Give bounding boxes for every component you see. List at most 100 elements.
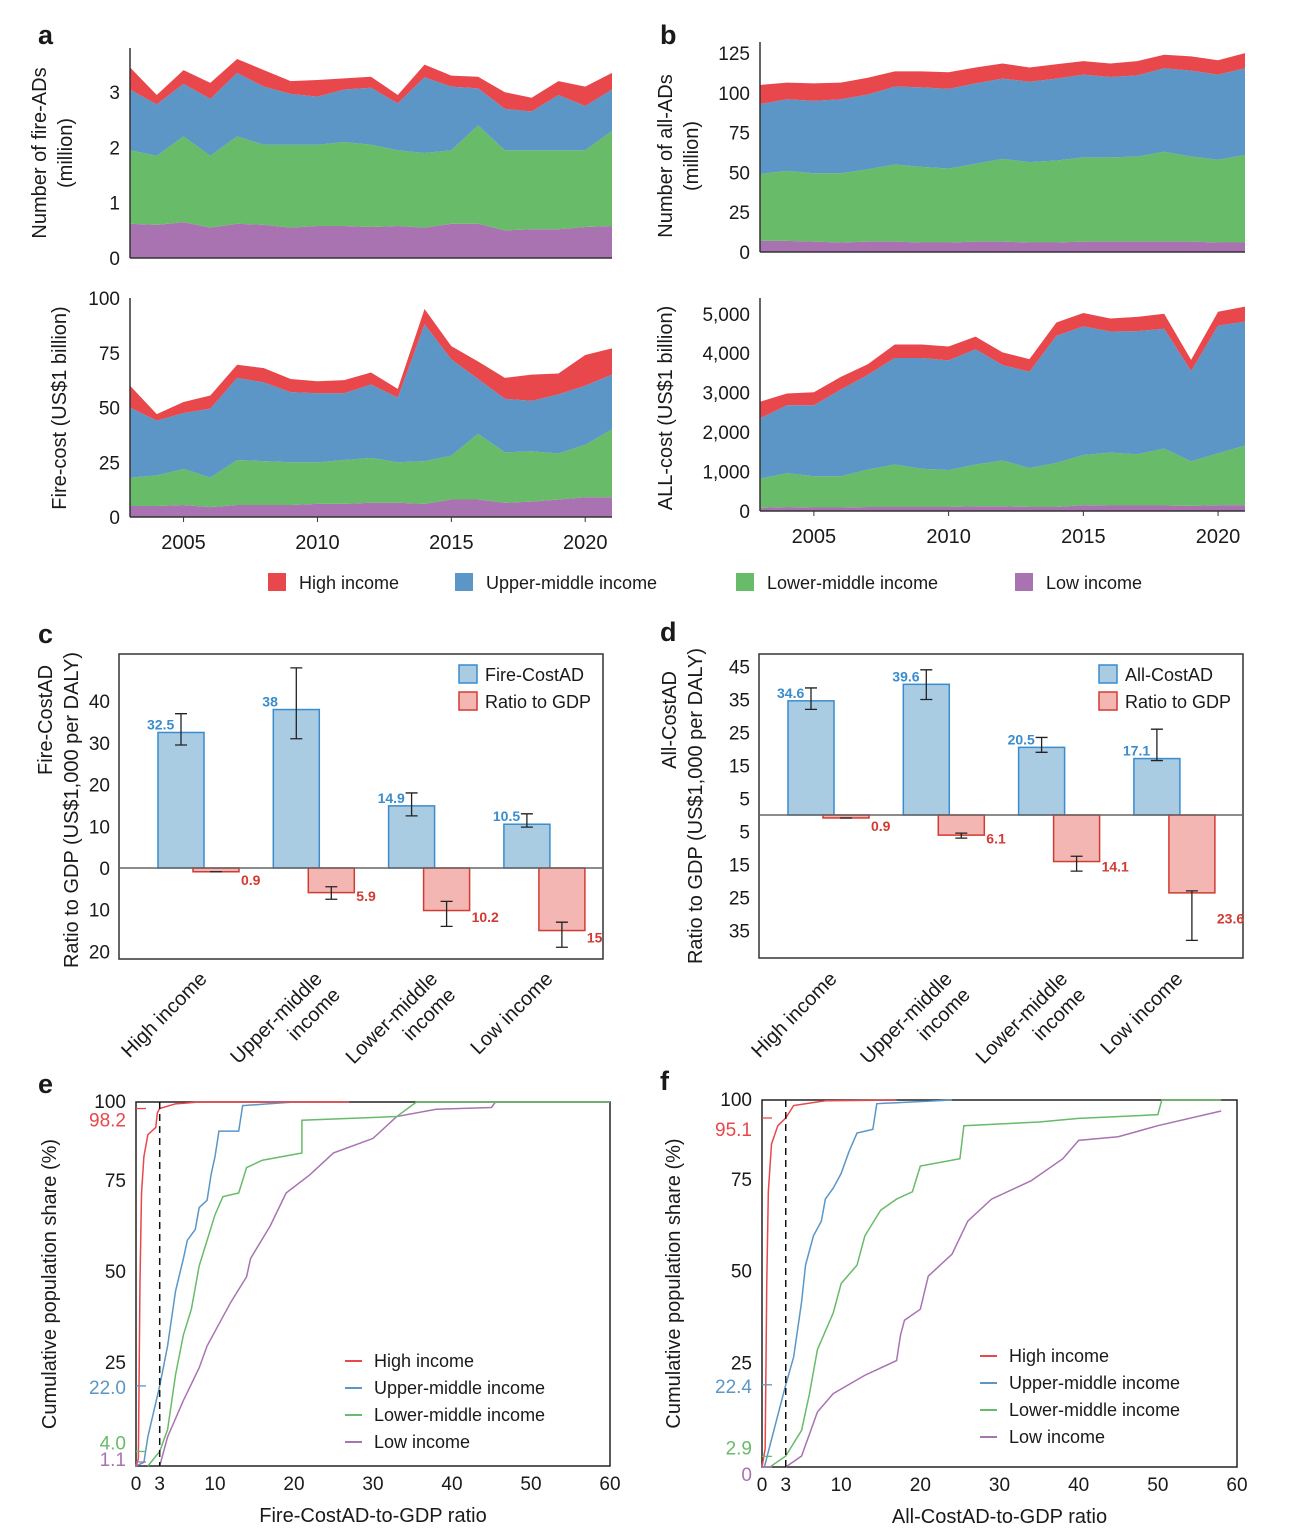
legend-swatch xyxy=(268,573,286,591)
legend-label: Low income xyxy=(1009,1427,1105,1447)
y-tick-label: 5,000 xyxy=(702,305,750,326)
cost-value-label: 34.6 xyxy=(777,685,804,701)
y-tick-label: 75 xyxy=(729,124,750,145)
annotation-label: 22.0 xyxy=(89,1378,126,1399)
area-lower-middle-income xyxy=(760,445,1245,508)
y-tick-label: 5 xyxy=(739,790,750,811)
cost-bar xyxy=(1133,757,1181,816)
legend-label: Upper-middle income xyxy=(1009,1373,1180,1393)
y-tick-label: 25 xyxy=(105,1353,126,1374)
error-bar xyxy=(290,667,303,740)
cdf-line-low-income xyxy=(785,1110,1222,1468)
y-tick-label: 100 xyxy=(94,1092,126,1113)
area-upper-middle-income xyxy=(760,68,1245,175)
y-tick-label: 10 xyxy=(89,817,110,838)
stacked-area-chart-a: 0 1 2 3 Number of fire-ADs (million) xyxy=(29,48,612,270)
x-tick-label: 3 xyxy=(780,1475,791,1496)
cdf-line-lower-middle-income xyxy=(769,1099,1222,1468)
y-tick-label: 50 xyxy=(731,1262,752,1283)
error-bar xyxy=(1035,736,1048,753)
y-axis-label: Cumulative population share (%) xyxy=(663,1138,685,1428)
cost-bar xyxy=(157,731,205,869)
x-axis-label: All-CostAD-to-GDP ratio xyxy=(892,1506,1107,1528)
x-tick-label: 2020 xyxy=(563,532,608,554)
x-tick-label: 30 xyxy=(362,1474,383,1495)
legend-label: High income xyxy=(299,573,399,593)
x-tick-label: 2005 xyxy=(161,532,206,554)
x-tick-label: 2015 xyxy=(1061,526,1106,548)
error-bar xyxy=(1070,855,1083,872)
legend-label: Low income xyxy=(374,1432,470,1452)
y-tick-label: 75 xyxy=(99,344,120,365)
cost-value-label: 38 xyxy=(262,694,278,710)
y-tick-label: 25 xyxy=(729,724,750,745)
y-tick-label: 125 xyxy=(718,44,750,65)
ratio-value-label: 15 xyxy=(587,930,603,946)
y-tick-label: 25 xyxy=(99,453,120,474)
error-bar xyxy=(405,792,418,817)
legend-swatch xyxy=(1015,573,1033,591)
cost-bar xyxy=(902,683,951,816)
y-axis-label: All-CostAD xyxy=(659,671,681,769)
ratio-value-label: 5.9 xyxy=(356,888,376,904)
error-bar xyxy=(325,886,338,900)
area-lower-middle-income xyxy=(130,429,612,508)
annotation-label: 95.1 xyxy=(715,1120,752,1141)
y-tick-label: 45 xyxy=(729,658,750,679)
stacked-area-chart-b: 0 25 50 75 100 125 Number of all-ADs (million) xyxy=(655,42,1245,264)
cdf-line-high-income xyxy=(761,1099,897,1468)
legend-label: All-CostAD xyxy=(1125,665,1213,685)
area-low-income xyxy=(130,222,612,258)
legend-swatch xyxy=(458,664,478,684)
y-tick-label: 50 xyxy=(105,1262,126,1283)
stacked-area-chart-a: 0 25 50 75 100 2005 2010 2015 2020 Fire-cost (US$… xyxy=(49,289,612,554)
legend-label: Fire-CostAD xyxy=(485,665,584,685)
y-axis-label: Ratio to GDP (US$1,000 per DALY) xyxy=(685,648,707,964)
x-tick-label: 10 xyxy=(204,1474,225,1495)
ratio-value-label: 14.1 xyxy=(1102,859,1129,875)
ratio-bar xyxy=(1168,814,1216,894)
plot-frame xyxy=(758,653,1244,959)
error-bar xyxy=(1185,890,1198,942)
ratio-value-label: 0.9 xyxy=(871,818,891,834)
x-tick-label: 0 xyxy=(757,1475,768,1496)
x-tick-label: 2010 xyxy=(295,532,340,554)
legend-swatch xyxy=(458,691,478,711)
error-bar xyxy=(955,832,968,839)
plot-frame xyxy=(135,1101,611,1467)
area-upper-middle-income xyxy=(760,321,1245,479)
category-label: Low income xyxy=(1096,968,1187,1059)
error-bar xyxy=(555,921,568,948)
x-tick-label: 2020 xyxy=(1196,526,1241,548)
y-axis-label: Number of fire-ADs xyxy=(29,67,51,238)
legend-label: Lower-middle income xyxy=(374,1405,545,1425)
category-label: High income xyxy=(117,968,211,1062)
y-axis-label: Fire-cost (US$1 billion) xyxy=(49,306,71,509)
ratio-bar xyxy=(538,867,586,932)
y-tick-label: 35 xyxy=(729,922,750,943)
ratio-bar xyxy=(937,814,986,836)
cost-value-label: 39.6 xyxy=(892,668,919,684)
cost-value-label: 32.5 xyxy=(147,716,174,732)
x-tick-label: 2010 xyxy=(926,526,971,548)
y-axis-label: Ratio to GDP (US$1,000 per DALY) xyxy=(61,652,83,968)
category-label: Low income xyxy=(466,968,557,1059)
y-tick-label: 2,000 xyxy=(702,423,750,444)
panel-letter: b xyxy=(660,20,677,50)
legend-label: Ratio to GDP xyxy=(485,692,591,712)
cdf-line-lower-middle-income xyxy=(147,1101,610,1467)
cdf-line-high-income xyxy=(135,1101,350,1467)
y-axis-label: ALL-cost (US$1 billion) xyxy=(655,306,677,511)
plot-frame xyxy=(118,653,604,960)
legend-swatch xyxy=(1098,664,1118,684)
ratio-value-label: 10.2 xyxy=(472,909,499,925)
cost-value-label: 10.5 xyxy=(493,808,520,824)
x-tick-label: 3 xyxy=(154,1474,165,1495)
annotation-label: 1.1 xyxy=(100,1450,126,1471)
area-high-income xyxy=(760,53,1245,105)
y-tick-label: 0 xyxy=(739,502,750,523)
x-axis-label: Fire-CostAD-to-GDP ratio xyxy=(259,1505,486,1527)
y-tick-label: 50 xyxy=(99,399,120,420)
y-axis-label: (million) xyxy=(55,118,77,188)
